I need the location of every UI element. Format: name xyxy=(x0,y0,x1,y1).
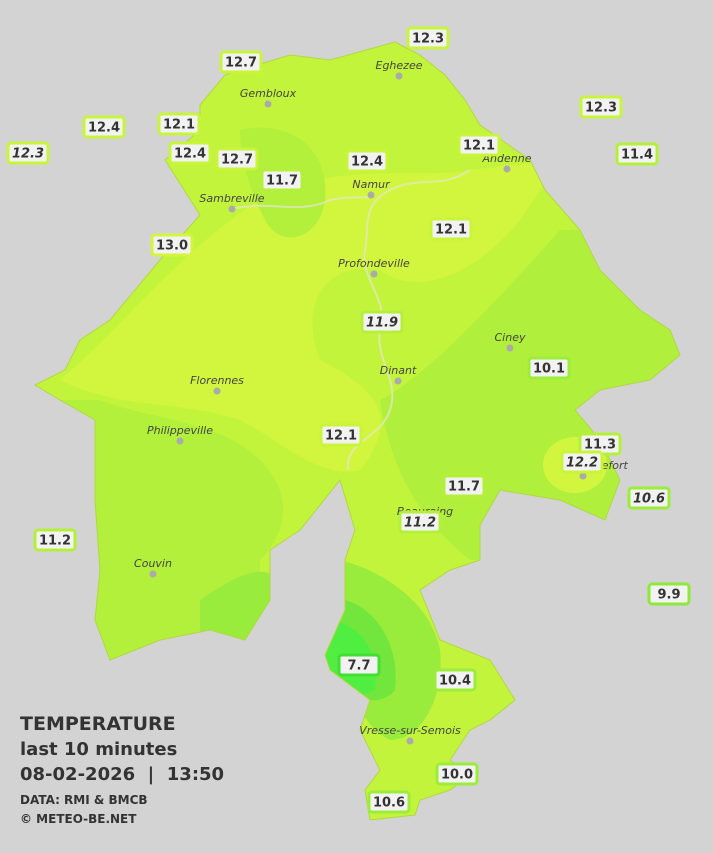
town-name: Profondeville xyxy=(338,257,410,270)
town-dot xyxy=(264,100,272,108)
station-value: 12.7 xyxy=(221,153,253,168)
town-name: Dinant xyxy=(380,364,417,377)
station-value: 12.4 xyxy=(174,147,206,162)
station-box xyxy=(157,112,201,136)
town-name: Gembloux xyxy=(240,87,297,100)
town-dot xyxy=(579,472,587,480)
station-value: 10.0 xyxy=(441,768,473,783)
station-value: 12.1 xyxy=(325,429,357,444)
station-box xyxy=(360,310,404,334)
station-box xyxy=(615,142,659,166)
town-dot xyxy=(506,344,514,352)
station-value: 12.3 xyxy=(12,147,44,162)
town-dot xyxy=(503,165,511,173)
station-value: 11.2 xyxy=(404,516,436,531)
town-name: Philippeville xyxy=(147,424,213,437)
town-dot xyxy=(228,205,236,213)
town-dot xyxy=(394,377,402,385)
station-value: 10.6 xyxy=(373,796,405,811)
station-box xyxy=(398,510,442,534)
station-box xyxy=(406,26,450,50)
station-value: 11.9 xyxy=(366,316,398,331)
station-box xyxy=(168,141,212,165)
station-value: 12.2 xyxy=(566,456,598,471)
station-value: 12.7 xyxy=(225,56,257,71)
station-box xyxy=(457,133,501,157)
station-box xyxy=(627,486,671,510)
station-box xyxy=(260,168,304,192)
town-name: Sambreville xyxy=(199,192,264,205)
river xyxy=(231,169,471,471)
station-box xyxy=(435,762,479,786)
station-value: 11.3 xyxy=(584,438,616,453)
station-value: 11.7 xyxy=(448,480,480,495)
station-box xyxy=(429,217,473,241)
station-value: 12.1 xyxy=(163,118,195,133)
town-name: Couvin xyxy=(134,557,172,570)
station-box xyxy=(527,356,571,380)
town-dot xyxy=(370,270,378,278)
station-box xyxy=(367,790,411,814)
station-value: 10.4 xyxy=(439,674,471,689)
station-box xyxy=(33,528,77,552)
station-box xyxy=(337,653,381,677)
station-box xyxy=(150,233,194,257)
station-value: 12.4 xyxy=(351,155,383,170)
station-value: 11.4 xyxy=(621,148,653,163)
station-value: 9.9 xyxy=(657,588,680,603)
source: DATA: RMI & BMCB xyxy=(20,793,148,807)
station-value: 11.2 xyxy=(39,534,71,549)
subtitle: last 10 minutes xyxy=(20,739,177,760)
town-dot xyxy=(406,737,414,745)
datetime: 08-02-2026 | 13:50 xyxy=(20,764,224,785)
town-name: Florennes xyxy=(190,374,244,387)
station-value: 10.6 xyxy=(633,492,665,507)
station-box xyxy=(442,474,486,498)
station-value: 11.7 xyxy=(266,174,298,189)
station-box xyxy=(647,582,691,606)
town-dot xyxy=(213,387,221,395)
station-box xyxy=(319,423,363,447)
town-dot xyxy=(395,72,403,80)
station-value: 12.3 xyxy=(585,101,617,116)
town-name: Namur xyxy=(352,178,391,191)
station-box xyxy=(433,668,477,692)
town-dot xyxy=(149,570,157,578)
copyright: © METEO-BE.NET xyxy=(20,812,137,826)
town-dot xyxy=(176,437,184,445)
title: TEMPERATURE xyxy=(20,713,176,735)
station-box xyxy=(6,141,50,165)
town-name: Ciney xyxy=(495,331,526,344)
station-value: 13.0 xyxy=(156,239,188,254)
station-box xyxy=(345,149,389,173)
station-value: 12.4 xyxy=(88,121,120,136)
station-value: 12.1 xyxy=(463,139,495,154)
station-box xyxy=(579,95,623,119)
station-box xyxy=(215,147,259,171)
station-box xyxy=(82,115,126,139)
town-dot xyxy=(367,191,375,199)
station-box xyxy=(560,450,604,474)
station-value: 12.1 xyxy=(435,223,467,238)
station-box xyxy=(219,50,263,74)
station-value: 12.3 xyxy=(412,32,444,47)
station-value: 10.1 xyxy=(533,362,565,377)
station-value: 7.7 xyxy=(347,659,370,674)
town-name: Eghezee xyxy=(376,59,423,72)
town-name: Vresse-sur-Semois xyxy=(359,724,461,737)
